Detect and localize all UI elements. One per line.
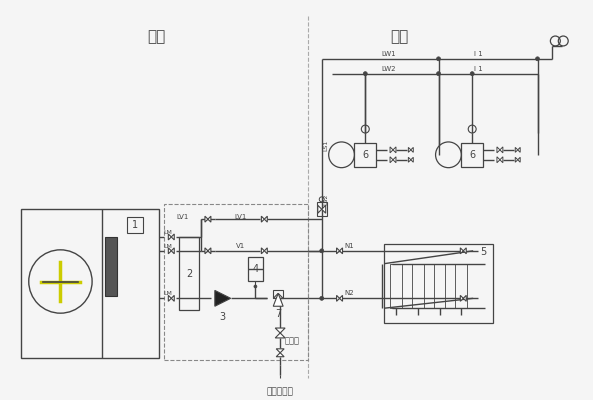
Text: LM: LM xyxy=(163,291,172,296)
Text: 4: 4 xyxy=(253,264,259,274)
Circle shape xyxy=(320,249,324,253)
Text: 5: 5 xyxy=(480,247,486,257)
Text: V1: V1 xyxy=(236,243,245,249)
Polygon shape xyxy=(276,349,284,353)
Polygon shape xyxy=(168,295,171,301)
Polygon shape xyxy=(500,147,503,153)
Polygon shape xyxy=(205,248,208,254)
Text: LM: LM xyxy=(163,244,172,249)
Polygon shape xyxy=(273,293,283,306)
Text: N2: N2 xyxy=(345,290,354,296)
Bar xyxy=(247,257,263,280)
Polygon shape xyxy=(276,353,284,357)
Polygon shape xyxy=(463,295,466,301)
Polygon shape xyxy=(273,293,283,298)
Polygon shape xyxy=(411,157,413,162)
Text: 2: 2 xyxy=(186,268,192,278)
Bar xyxy=(105,237,117,296)
Polygon shape xyxy=(515,157,518,162)
Polygon shape xyxy=(497,147,500,153)
Polygon shape xyxy=(168,234,171,240)
Polygon shape xyxy=(518,147,520,152)
Text: LV1: LV1 xyxy=(234,214,247,220)
Polygon shape xyxy=(208,248,211,254)
Polygon shape xyxy=(208,216,211,222)
Polygon shape xyxy=(463,248,466,254)
Text: LV1: LV1 xyxy=(176,214,189,220)
Text: 注液口: 注液口 xyxy=(284,336,299,345)
Circle shape xyxy=(364,72,367,76)
Text: 室内: 室内 xyxy=(390,29,408,44)
Polygon shape xyxy=(275,333,285,338)
Polygon shape xyxy=(409,157,411,162)
Polygon shape xyxy=(500,157,503,163)
Polygon shape xyxy=(168,248,171,254)
Text: 自来水补水: 自来水补水 xyxy=(267,388,294,396)
Bar xyxy=(21,209,160,358)
Bar xyxy=(461,143,483,167)
Text: LM: LM xyxy=(163,230,172,235)
Text: 6: 6 xyxy=(469,150,475,160)
Bar xyxy=(179,237,199,310)
Text: LS2: LS2 xyxy=(324,194,329,205)
Text: 室外: 室外 xyxy=(147,29,165,44)
Polygon shape xyxy=(340,295,343,301)
Text: 3: 3 xyxy=(219,312,226,322)
Bar xyxy=(390,264,402,308)
Text: LS1: LS1 xyxy=(324,139,329,150)
Polygon shape xyxy=(262,248,264,254)
Polygon shape xyxy=(171,234,174,240)
Polygon shape xyxy=(337,248,340,254)
Polygon shape xyxy=(337,295,340,301)
Bar xyxy=(384,244,493,323)
Polygon shape xyxy=(205,216,208,222)
Circle shape xyxy=(470,72,474,76)
Polygon shape xyxy=(460,295,463,301)
Text: 1: 1 xyxy=(132,220,138,230)
Bar xyxy=(273,290,283,298)
Text: N1: N1 xyxy=(345,243,355,249)
Polygon shape xyxy=(275,328,285,333)
Polygon shape xyxy=(390,147,393,153)
Bar xyxy=(164,204,308,360)
Polygon shape xyxy=(264,248,267,254)
Text: LW2: LW2 xyxy=(382,66,396,72)
Polygon shape xyxy=(318,205,322,213)
Bar xyxy=(455,264,467,308)
Polygon shape xyxy=(340,248,343,254)
Polygon shape xyxy=(497,157,500,163)
Text: 6: 6 xyxy=(362,150,368,160)
Polygon shape xyxy=(322,205,326,213)
Bar xyxy=(317,202,327,216)
Polygon shape xyxy=(515,147,518,152)
Polygon shape xyxy=(171,248,174,254)
Circle shape xyxy=(436,57,441,61)
Text: l 1: l 1 xyxy=(474,66,483,72)
Polygon shape xyxy=(518,157,520,162)
Text: l 1: l 1 xyxy=(474,51,483,57)
Bar xyxy=(433,264,445,308)
Text: LW1: LW1 xyxy=(382,51,396,57)
Polygon shape xyxy=(171,295,174,301)
Polygon shape xyxy=(262,216,264,222)
Circle shape xyxy=(535,57,540,61)
Bar xyxy=(355,143,376,167)
Polygon shape xyxy=(409,147,411,152)
Circle shape xyxy=(320,296,324,300)
Polygon shape xyxy=(460,248,463,254)
Polygon shape xyxy=(215,290,231,306)
Polygon shape xyxy=(393,157,396,163)
Polygon shape xyxy=(264,216,267,222)
Polygon shape xyxy=(411,147,413,152)
Bar xyxy=(127,217,142,233)
Text: 7: 7 xyxy=(275,309,281,319)
Circle shape xyxy=(436,72,441,76)
Polygon shape xyxy=(390,157,393,163)
Polygon shape xyxy=(393,147,396,153)
Circle shape xyxy=(254,285,257,288)
Bar xyxy=(412,264,423,308)
